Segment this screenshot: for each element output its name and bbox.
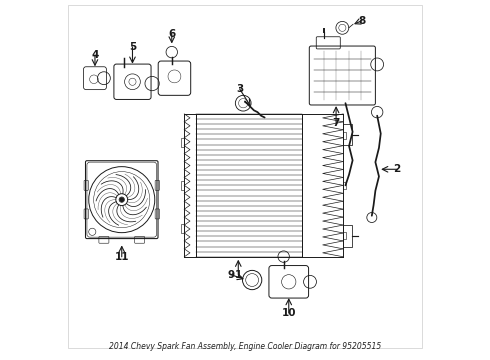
Circle shape <box>120 198 123 202</box>
Bar <box>181 224 184 233</box>
Bar <box>343 182 346 189</box>
Bar <box>181 181 184 190</box>
Text: 9: 9 <box>227 270 234 280</box>
Text: 4: 4 <box>91 50 98 60</box>
Bar <box>343 124 352 145</box>
Text: 6: 6 <box>168 28 175 39</box>
Text: 2014 Chevy Spark Fan Assembly, Engine Cooler Diagram for 95205515: 2014 Chevy Spark Fan Assembly, Engine Co… <box>109 342 381 351</box>
Text: 10: 10 <box>282 308 296 318</box>
Text: 8: 8 <box>358 16 366 26</box>
Text: 11: 11 <box>115 252 129 262</box>
Bar <box>343 232 346 239</box>
Bar <box>181 138 184 147</box>
Bar <box>343 132 346 139</box>
Text: 1: 1 <box>235 270 242 280</box>
Text: 7: 7 <box>332 118 340 128</box>
Text: 5: 5 <box>129 42 136 52</box>
Text: 2: 2 <box>393 164 400 174</box>
Bar <box>343 225 352 247</box>
Text: 3: 3 <box>236 84 243 94</box>
